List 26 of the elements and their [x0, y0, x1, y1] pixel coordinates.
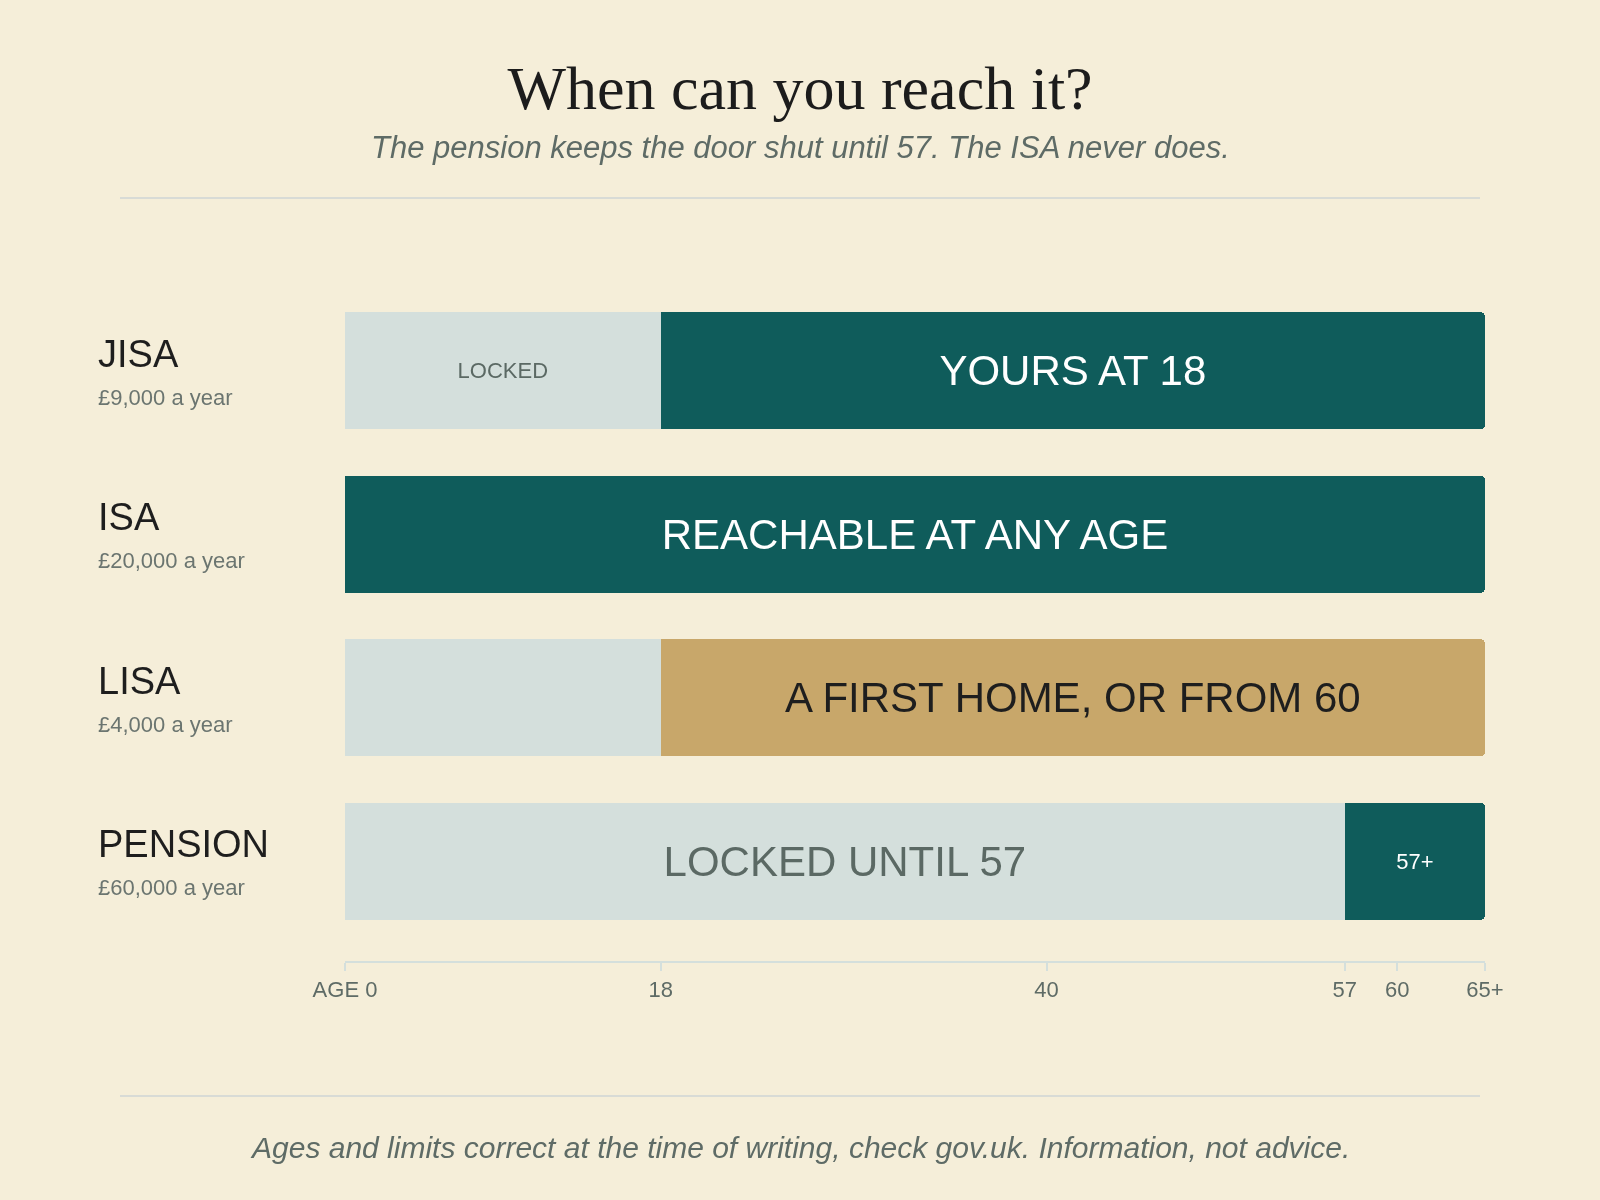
- y-tick-label: ISA £20,000 a year: [98, 496, 245, 573]
- x-tick-label: 65+: [1466, 977, 1504, 1003]
- y-tick-label: LISA £4,000 a year: [98, 660, 233, 737]
- bar: [660, 639, 1485, 757]
- x-tick-label: AGE 0: [312, 977, 378, 1003]
- bar: [345, 312, 661, 430]
- chart-title: When can you reach it?: [507, 53, 1093, 122]
- x-tick-label: 60: [1385, 977, 1410, 1003]
- x-tick-label: 57: [1332, 977, 1357, 1003]
- text: Ages and limits correct at the time of writing, check gov.uk. Information, not advice.: [250, 1131, 1351, 1164]
- data-label: A FIRST HOME, OR FROM 60: [785, 674, 1361, 722]
- chart-subtitle: The pension keeps the door shut until 57. The ISA never does.: [371, 130, 1230, 165]
- data-label: LOCKED: [457, 358, 549, 384]
- bar: [1344, 802, 1485, 920]
- x-tick-label: 40: [1034, 977, 1059, 1003]
- y-tick-label: JISA £9,000 a year: [98, 333, 233, 410]
- x-tick-label: 18: [648, 977, 673, 1003]
- bar: [345, 802, 1345, 920]
- y-tick-label: PENSION £60,000 a year: [98, 823, 270, 900]
- data-label: 57+: [1396, 848, 1434, 874]
- bar: [345, 639, 661, 757]
- bar: [660, 312, 1485, 430]
- data-label: YOURS AT 18: [939, 347, 1207, 395]
- data-label: REACHABLE AT ANY AGE: [661, 510, 1169, 558]
- bar: [345, 475, 1485, 593]
- data-label: LOCKED UNTIL 57: [663, 837, 1027, 885]
